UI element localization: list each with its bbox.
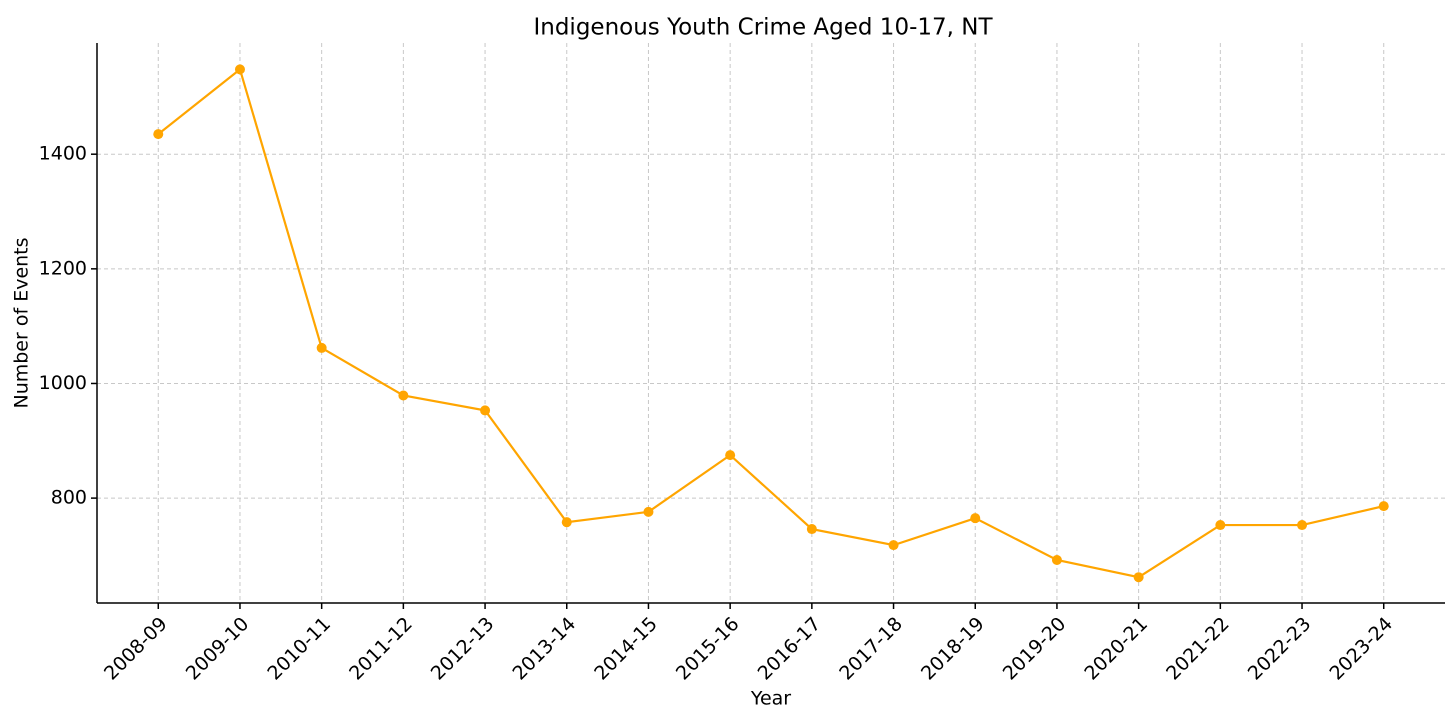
point [1378,501,1389,512]
y-tick-label: 1000 [39,372,87,394]
chart-title: Indigenous Youth Crime Aged 10-17, NT [533,15,993,41]
x-tick-label: 2022-23 [1244,613,1316,685]
x-tick-label: 2009-10 [182,613,254,685]
x-tick-label: 2012-13 [427,613,499,685]
point [398,390,409,401]
point [234,64,245,75]
x-tick-label: 2018-19 [917,613,989,685]
x-tick-label: 2020-21 [1080,613,1152,685]
y-tick-label: 1400 [39,143,87,165]
x-tick-label: 2019-20 [999,613,1071,685]
point [725,450,736,461]
y-axis-label: Number of Events [11,237,33,408]
point [153,129,164,140]
point [316,342,327,353]
y-tick-label: 1200 [39,257,87,279]
x-tick-label: 2021-22 [1162,613,1234,685]
y-tick-label: 800 [51,487,87,509]
x-tick-label: 2011-12 [345,613,417,685]
x-tick-label: 2017-18 [835,613,907,685]
point [1297,520,1308,531]
x-tick-label: 2008-09 [100,613,172,685]
point [643,506,654,517]
point [970,513,981,524]
x-tick-label: 2015-16 [672,613,744,685]
point [1133,572,1144,583]
point [1215,520,1226,531]
point [806,524,817,535]
point [1051,555,1062,566]
x-tick-label: 2023-24 [1325,613,1397,685]
point [480,405,491,416]
line [157,67,1384,579]
x-axis-label: Year [750,688,791,710]
x-tick-label: 2014-15 [590,613,662,685]
x-tick-label: 2016-17 [754,613,826,685]
x-tick-label: 2013-14 [508,613,580,685]
x-tick-label: 2010-11 [263,613,335,685]
point [888,540,899,551]
point [561,517,572,528]
